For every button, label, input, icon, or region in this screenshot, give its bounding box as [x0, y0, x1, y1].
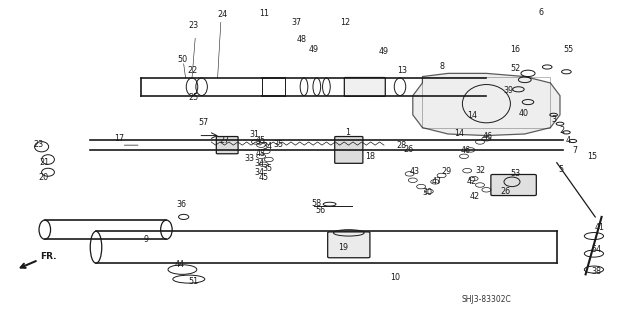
Text: 55: 55 [563, 45, 573, 54]
Text: 14: 14 [454, 130, 465, 138]
Text: 7: 7 [572, 146, 577, 155]
Text: 25: 25 [188, 93, 198, 102]
Text: 35: 35 [262, 164, 273, 173]
Text: 45: 45 [259, 173, 269, 182]
Text: 34: 34 [254, 168, 264, 177]
Text: 20: 20 [38, 173, 49, 182]
Text: 52: 52 [510, 64, 520, 73]
FancyBboxPatch shape [328, 232, 370, 258]
Text: 28: 28 [397, 141, 407, 150]
Text: 42: 42 [467, 177, 477, 186]
Text: 4: 4 [565, 137, 570, 145]
Text: 16: 16 [510, 45, 520, 54]
FancyBboxPatch shape [491, 174, 536, 196]
Text: 24: 24 [217, 10, 227, 19]
Text: 6: 6 [538, 8, 543, 17]
Text: 43: 43 [255, 149, 266, 158]
Text: 8: 8 [439, 63, 444, 71]
Text: 34: 34 [262, 142, 273, 151]
Text: SHJ3-83302C: SHJ3-83302C [461, 295, 511, 304]
Text: 51: 51 [188, 277, 198, 286]
Text: 14: 14 [467, 111, 477, 120]
Text: 2: 2 [559, 126, 564, 135]
Text: 49: 49 [379, 47, 389, 56]
Text: 39: 39 [504, 86, 514, 95]
Text: 13: 13 [397, 66, 407, 75]
Text: 30: 30 [422, 189, 433, 197]
Text: 46: 46 [461, 146, 471, 155]
Text: 11: 11 [259, 9, 269, 18]
Text: 46: 46 [483, 132, 493, 141]
Text: 9: 9 [143, 235, 148, 244]
Text: 26: 26 [500, 187, 511, 196]
Text: 26: 26 [403, 145, 413, 154]
Text: 31: 31 [249, 130, 259, 139]
Text: 21: 21 [40, 158, 50, 167]
Text: 23: 23 [188, 21, 198, 30]
Text: 53: 53 [510, 169, 520, 178]
Text: 54: 54 [591, 245, 602, 254]
Text: 23: 23 [33, 140, 44, 149]
Text: 5: 5 [559, 165, 564, 174]
Text: 48: 48 [296, 35, 307, 44]
Text: 41: 41 [595, 223, 605, 232]
Text: 37: 37 [291, 18, 301, 27]
Text: 40: 40 [518, 109, 529, 118]
Text: 35: 35 [273, 140, 284, 149]
Text: 58: 58 [312, 199, 322, 208]
Text: 29: 29 [442, 167, 452, 176]
Text: 18: 18 [365, 152, 375, 161]
Text: 50: 50 [177, 55, 188, 63]
Text: 32: 32 [475, 166, 485, 175]
FancyBboxPatch shape [335, 137, 363, 163]
Text: 10: 10 [390, 273, 401, 282]
Text: 15: 15 [587, 152, 597, 161]
Text: 36: 36 [177, 200, 187, 209]
PathPatch shape [413, 73, 560, 136]
Text: FR.: FR. [40, 252, 56, 261]
Text: 42: 42 [470, 192, 480, 201]
Text: 19: 19 [339, 243, 349, 252]
Text: 49: 49 [308, 45, 319, 54]
Text: 43: 43 [410, 167, 420, 176]
FancyBboxPatch shape [216, 137, 238, 154]
Text: 47: 47 [432, 177, 442, 186]
Text: 33: 33 [244, 154, 255, 163]
Text: 12: 12 [340, 18, 351, 27]
Text: 27: 27 [219, 136, 229, 145]
Text: 38: 38 [591, 267, 602, 276]
Text: 45: 45 [256, 136, 266, 145]
FancyBboxPatch shape [344, 78, 385, 96]
Text: 57: 57 [198, 118, 209, 127]
Text: 3: 3 [552, 115, 557, 124]
Text: 56: 56 [315, 206, 325, 215]
Text: 34: 34 [254, 159, 264, 168]
Text: 1: 1 [345, 128, 350, 137]
Text: 44: 44 [174, 260, 184, 269]
Text: 22: 22 [187, 66, 197, 75]
Text: 17: 17 [115, 134, 125, 143]
